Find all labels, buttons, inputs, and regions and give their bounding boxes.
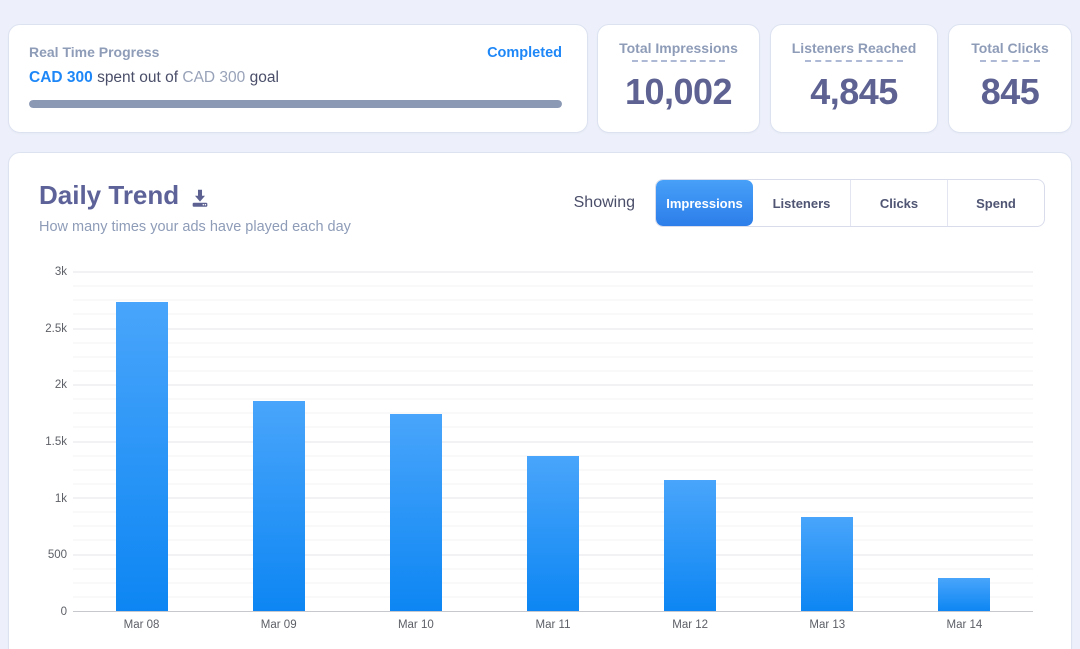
daily-trend-title: Daily Trend — [39, 180, 180, 210]
tab-listeners[interactable]: Listeners — [753, 180, 850, 226]
x-axis-label: Mar 10 — [397, 619, 434, 631]
progress-fill — [29, 100, 562, 108]
stat-value: 845 — [980, 71, 1040, 112]
gridline — [73, 271, 1033, 273]
y-axis-tick: 2k — [54, 379, 67, 392]
progress-card-title: Real Time Progress — [29, 44, 160, 60]
bar-mar-09[interactable] — [252, 400, 305, 611]
bar-mar-10[interactable] — [389, 413, 442, 611]
gridline — [73, 342, 1033, 344]
gridline — [73, 412, 1033, 414]
gridline — [73, 370, 1033, 372]
gridline — [73, 398, 1033, 400]
real-time-progress-card: Real Time Progress Completed CAD 300 spe… — [8, 24, 588, 133]
tab-spend[interactable]: Spend — [947, 180, 1044, 226]
daily-trend-subtitle: How many times your ads have played each… — [39, 219, 351, 235]
gridline — [73, 426, 1033, 428]
bar-mar-12[interactable] — [664, 479, 717, 611]
goal-text: goal — [249, 69, 279, 86]
chart-plot — [73, 271, 1033, 612]
gridline — [73, 441, 1033, 442]
progress-bar-track — [29, 100, 562, 108]
gridline — [73, 455, 1033, 457]
bar-mar-08[interactable] — [115, 301, 168, 611]
tab-impressions[interactable]: Impressions — [656, 180, 753, 226]
x-axis-label: Mar 14 — [946, 619, 983, 631]
daily-trend-card: Daily Trend How many times your ads have… — [8, 152, 1072, 649]
y-axis-tick: 2.5k — [45, 322, 67, 335]
y-axis-tick: 0 — [60, 606, 67, 618]
goal-amount: CAD 300 — [182, 69, 246, 86]
gridline — [73, 356, 1033, 358]
stat-value: 4,845 — [810, 71, 898, 112]
gridline — [73, 384, 1033, 386]
y-axis: 0 500 1k 1.5k 2k 2.5k 3k — [23, 266, 67, 618]
x-axis-label: Mar 11 — [535, 619, 571, 631]
stat-value: 10,002 — [624, 71, 733, 112]
total-clicks-card: Total Clicks 845 — [948, 24, 1072, 133]
metric-tab-group: Impressions Listeners Clicks Spend — [655, 179, 1045, 227]
bar-mar-11[interactable] — [527, 455, 579, 611]
status-badge: Completed — [487, 45, 562, 61]
progress-header-row: Real Time Progress Completed — [29, 44, 562, 61]
spent-text: spent out of — [97, 69, 179, 86]
stat-label: Total Impressions — [619, 40, 738, 62]
tab-clicks[interactable]: Clicks — [850, 180, 947, 226]
x-axis-label: Mar 08 — [123, 619, 160, 631]
spent-amount: CAD 300 — [29, 69, 93, 86]
spend-summary-text: CAD 300 spent out of CAD 300 goal — [29, 69, 562, 87]
y-axis-tick: 1k — [54, 492, 67, 505]
y-axis-tick: 1.5k — [45, 436, 67, 448]
listeners-reached-card: Listeners Reached 4,845 — [770, 24, 938, 133]
gridline — [73, 285, 1033, 287]
gridline — [73, 299, 1033, 301]
x-axis: Mar 08 Mar 09 Mar 10 Mar 11 Mar 12 Mar 13 Mar … — [73, 619, 1033, 635]
metric-switcher: Showing Impressions Listeners Clicks Spe… — [574, 179, 1045, 227]
showing-label: Showing — [573, 194, 635, 211]
x-axis-label: Mar 12 — [672, 619, 709, 631]
total-impressions-card: Total Impressions 10,002 — [597, 24, 760, 133]
bar-mar-14[interactable] — [938, 577, 991, 611]
x-axis-label: Mar 13 — [809, 619, 846, 631]
stat-label: Total Clicks — [971, 40, 1049, 62]
gridline — [73, 328, 1033, 329]
gridline — [73, 313, 1033, 315]
bar-mar-13[interactable] — [801, 516, 854, 611]
download-icon[interactable] — [189, 187, 211, 209]
y-axis-tick: 500 — [47, 549, 67, 562]
stat-label: Listeners Reached — [792, 40, 917, 62]
x-axis-label: Mar 09 — [260, 619, 297, 631]
y-axis-tick: 3k — [54, 266, 67, 278]
